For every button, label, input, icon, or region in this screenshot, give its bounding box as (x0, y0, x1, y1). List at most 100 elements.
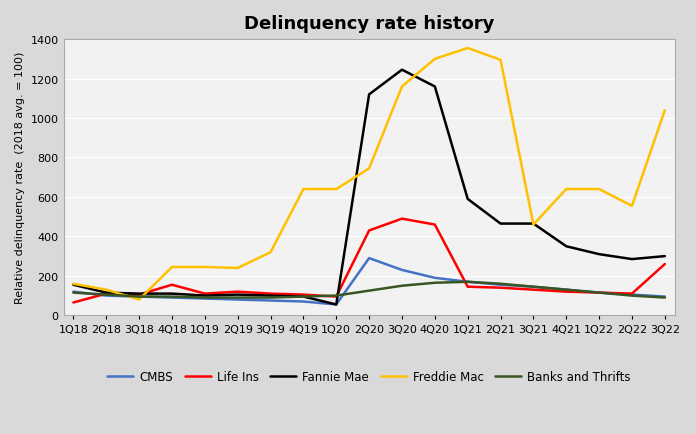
Fannie Mae (529, 221, 537, 227)
CMBS (464, 279, 472, 285)
Fannie Mae (431, 85, 439, 90)
Freddie Mac (628, 204, 636, 209)
Banks and Thrifts (595, 290, 603, 296)
Life Ins (200, 291, 209, 296)
Banks and Thrifts (464, 279, 472, 285)
Banks and Thrifts (69, 290, 77, 296)
Life Ins (267, 291, 275, 296)
Freddie Mac (464, 46, 472, 52)
CMBS (168, 295, 176, 300)
Fannie Mae (628, 257, 636, 262)
CMBS (135, 294, 143, 299)
Fannie Mae (661, 254, 669, 259)
Banks and Thrifts (102, 293, 111, 298)
Freddie Mac (267, 250, 275, 255)
Fannie Mae (496, 221, 505, 227)
Fannie Mae (168, 291, 176, 296)
CMBS (299, 299, 308, 304)
Banks and Thrifts (661, 295, 669, 300)
Freddie Mac (102, 287, 111, 293)
Life Ins (464, 284, 472, 289)
CMBS (595, 290, 603, 296)
Freddie Mac (431, 57, 439, 62)
Life Ins (365, 228, 373, 233)
Banks and Thrifts (135, 294, 143, 299)
Fannie Mae (464, 197, 472, 202)
CMBS (496, 283, 505, 288)
Freddie Mac (135, 297, 143, 302)
Freddie Mac (562, 187, 571, 192)
CMBS (69, 289, 77, 295)
Banks and Thrifts (496, 282, 505, 287)
Freddie Mac (69, 282, 77, 287)
Fannie Mae (332, 302, 340, 307)
Life Ins (595, 290, 603, 296)
Freddie Mac (365, 166, 373, 171)
Fannie Mae (398, 68, 406, 73)
Fannie Mae (234, 293, 242, 298)
Life Ins (234, 289, 242, 295)
Banks and Thrifts (398, 283, 406, 289)
Line: Fannie Mae: Fannie Mae (73, 71, 665, 305)
Life Ins (398, 217, 406, 222)
CMBS (102, 293, 111, 299)
Fannie Mae (562, 244, 571, 249)
Banks and Thrifts (431, 280, 439, 286)
Life Ins (496, 286, 505, 291)
Freddie Mac (398, 85, 406, 90)
Life Ins (562, 289, 571, 295)
CMBS (628, 293, 636, 298)
Legend: CMBS, Life Ins, Fannie Mae, Freddie Mac, Banks and Thrifts: CMBS, Life Ins, Fannie Mae, Freddie Mac,… (103, 365, 635, 388)
Line: Banks and Thrifts: Banks and Thrifts (73, 282, 665, 298)
Fannie Mae (69, 283, 77, 288)
Line: CMBS: CMBS (73, 259, 665, 305)
Freddie Mac (234, 266, 242, 271)
Life Ins (135, 293, 143, 298)
Banks and Thrifts (628, 293, 636, 299)
Fannie Mae (365, 92, 373, 98)
Freddie Mac (529, 223, 537, 228)
CMBS (332, 302, 340, 307)
CMBS (200, 296, 209, 302)
Freddie Mac (200, 265, 209, 270)
Banks and Thrifts (332, 293, 340, 299)
Banks and Thrifts (562, 287, 571, 293)
CMBS (398, 268, 406, 273)
Fannie Mae (299, 294, 308, 299)
Banks and Thrifts (168, 294, 176, 299)
Fannie Mae (267, 293, 275, 299)
CMBS (365, 256, 373, 261)
Fannie Mae (200, 293, 209, 299)
Banks and Thrifts (200, 295, 209, 300)
Banks and Thrifts (234, 295, 242, 300)
Title: Delinquency rate history: Delinquency rate history (244, 15, 494, 33)
Banks and Thrifts (529, 284, 537, 289)
Fannie Mae (102, 290, 111, 296)
CMBS (267, 298, 275, 303)
Fannie Mae (595, 252, 603, 257)
Life Ins (661, 262, 669, 267)
Y-axis label: Relative delinquency rate  (2018 avg. = 100): Relative delinquency rate (2018 avg. = 1… (15, 52, 25, 304)
Freddie Mac (332, 187, 340, 192)
Fannie Mae (135, 291, 143, 296)
CMBS (562, 287, 571, 293)
Life Ins (168, 283, 176, 288)
CMBS (431, 276, 439, 281)
Life Ins (69, 300, 77, 306)
CMBS (529, 284, 537, 289)
Freddie Mac (299, 187, 308, 192)
Life Ins (628, 291, 636, 296)
CMBS (661, 294, 669, 299)
Banks and Thrifts (299, 294, 308, 299)
Life Ins (529, 287, 537, 293)
CMBS (234, 297, 242, 302)
Line: Life Ins: Life Ins (73, 219, 665, 303)
Freddie Mac (595, 187, 603, 192)
Freddie Mac (496, 58, 505, 63)
Freddie Mac (168, 265, 176, 270)
Life Ins (299, 293, 308, 298)
Banks and Thrifts (365, 288, 373, 293)
Banks and Thrifts (267, 295, 275, 300)
Life Ins (431, 223, 439, 228)
Life Ins (332, 294, 340, 299)
